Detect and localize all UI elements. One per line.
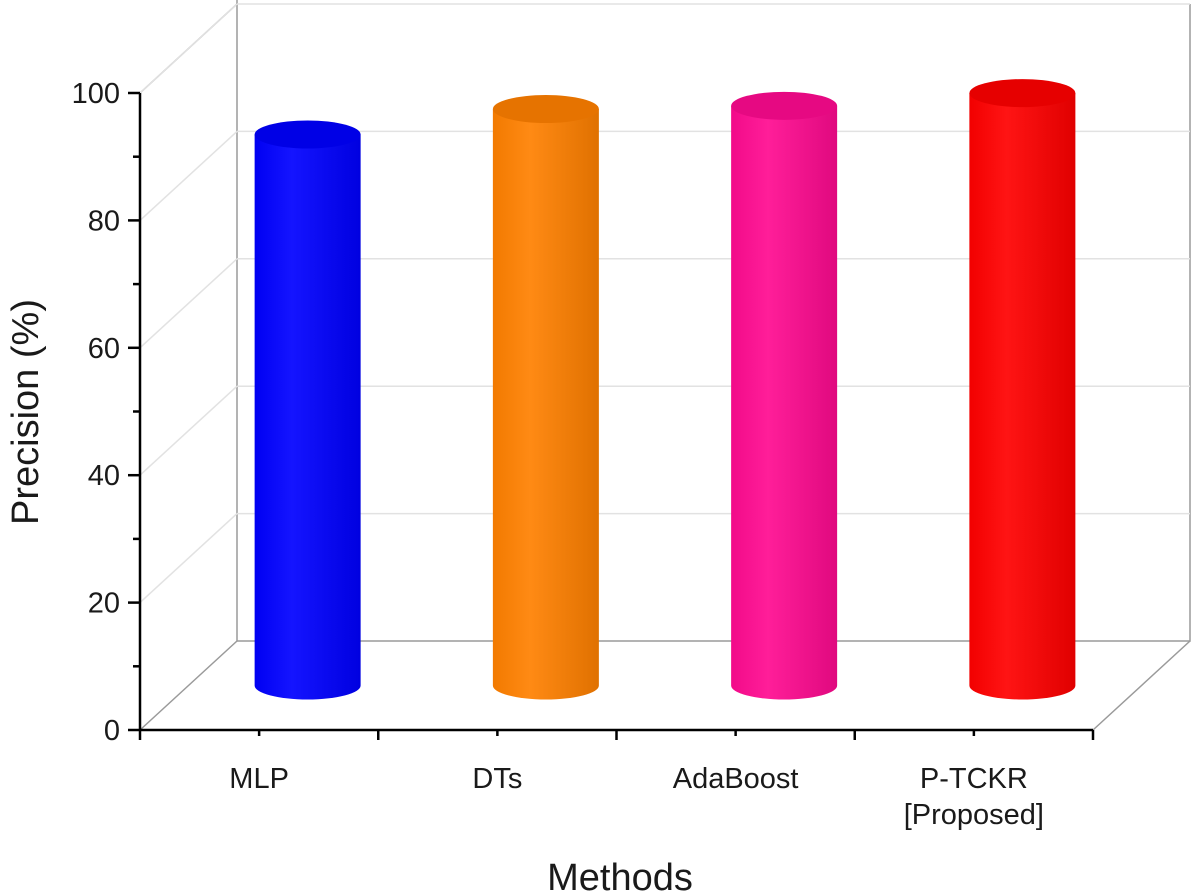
floor-left-edge — [139, 640, 238, 731]
gridline-side-60 — [139, 258, 238, 349]
x-tick-label-0: MLP — [229, 763, 289, 795]
x-axis-title: Methods — [547, 857, 693, 896]
y-axis-title: Precision (%) — [5, 299, 47, 525]
bar-3 — [969, 79, 1076, 700]
back-wall — [236, 4, 1191, 642]
y-tick-label-40: 40 — [88, 460, 120, 492]
bar-body-3 — [969, 93, 1076, 700]
y-tick-label-20: 20 — [88, 588, 120, 620]
floor-right-edge — [1092, 640, 1191, 731]
bar-top-3 — [969, 79, 1076, 108]
bar-0 — [254, 120, 361, 700]
y-tick-label-100: 100 — [72, 78, 120, 110]
x-tick-label-1: DTs — [472, 763, 522, 795]
gridline-side-100 — [139, 3, 238, 94]
bar-top-0 — [254, 120, 361, 149]
bar-1 — [492, 95, 599, 700]
bar-top-2 — [731, 91, 838, 120]
y-axis: 0 20 40 60 80 100 — [72, 78, 142, 747]
bar-body-2 — [731, 105, 838, 700]
gridline-side-40 — [139, 385, 238, 476]
bar-body-1 — [492, 109, 599, 700]
bar-2 — [731, 91, 838, 700]
bar-top-1 — [492, 95, 599, 124]
x-tick-label-2: AdaBoost — [673, 763, 799, 795]
gridline-side-20 — [139, 513, 238, 604]
x-tick-label-3: P-TCKR [Proposed] — [904, 763, 1044, 831]
bars — [254, 79, 1076, 700]
bar-body-0 — [254, 134, 361, 700]
y-tick-label-60: 60 — [88, 333, 120, 365]
y-tick-label-80: 80 — [88, 205, 120, 237]
x-axis: MLP DTs AdaBoost P-TCKR [Proposed] — [138, 728, 1095, 831]
y-tick-label-0: 0 — [104, 715, 120, 747]
gridline-side-80 — [139, 130, 238, 221]
